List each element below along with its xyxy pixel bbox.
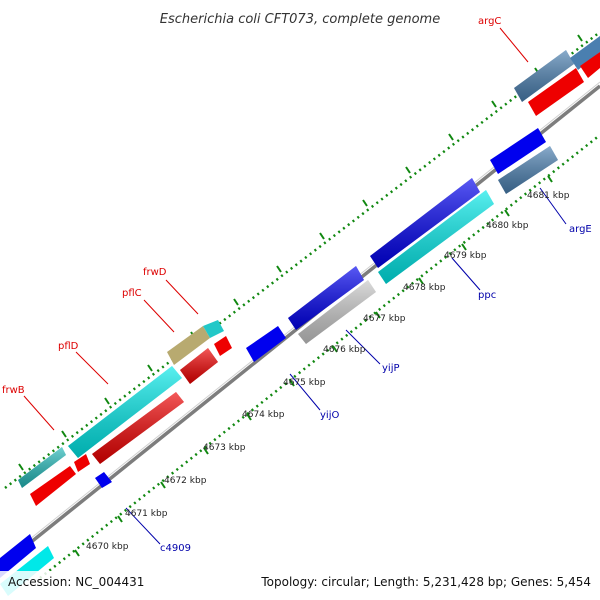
gene-label-argE[interactable]: argE (569, 224, 592, 235)
gene-red-1[interactable] (30, 466, 76, 506)
tick-label: 4671 kbp (125, 509, 168, 519)
accession-text: Accession: NC_004431 (8, 575, 144, 589)
gene-red-2[interactable] (74, 454, 90, 472)
gene-label-frwD[interactable]: frwD (143, 267, 167, 278)
gene-argC-red-2[interactable] (580, 52, 600, 78)
gene-frwD-outer[interactable] (203, 320, 224, 338)
leader-lines (23, 27, 567, 545)
gene-label-pflD[interactable]: pflD (58, 341, 79, 352)
tick-label: 4680 kbp (486, 221, 529, 231)
gene-frwB-outer[interactable] (18, 447, 66, 488)
gene-label-pflC[interactable]: pflC (122, 288, 142, 299)
gene-small-blue[interactable] (95, 472, 112, 488)
gene-red-4[interactable] (180, 348, 218, 384)
gene-yijP-gray[interactable] (298, 280, 376, 344)
tick-label: 4681 kbp (527, 191, 570, 201)
tick-label: 4679 kbp (444, 251, 487, 261)
gene-ppc-cyan[interactable] (378, 190, 494, 284)
outer-ticks (18, 34, 583, 471)
outer-dotted-track (4, 31, 600, 489)
tick-label: 4676 kbp (323, 345, 366, 355)
footer-background (0, 571, 600, 600)
gene-argE-blue[interactable] (490, 128, 546, 174)
tick-label: 4672 kbp (164, 476, 207, 486)
gene-yijP-blue[interactable] (288, 266, 364, 330)
gene-label-argC[interactable]: argC (478, 16, 501, 27)
tick-label: 4675 kbp (283, 378, 326, 388)
gene-argC-steel[interactable] (514, 50, 574, 102)
gene-yijO-blue[interactable] (246, 326, 286, 362)
tick-label: 4677 kbp (363, 314, 406, 324)
gene-pflD-outer[interactable] (68, 366, 182, 458)
gene-red-3[interactable] (92, 392, 184, 464)
gene-label-yijO[interactable]: yijO (320, 410, 339, 421)
gene-label-yijP[interactable]: yijP (382, 363, 400, 374)
gene-label-frwB[interactable]: frwB (2, 385, 25, 396)
gene-label-c4909[interactable]: c4909 (160, 543, 191, 554)
gene-argC-steel-2[interactable] (570, 36, 600, 70)
map-title: Escherichia coli CFT073, complete genome (160, 12, 440, 27)
gene-red-5[interactable] (214, 336, 232, 356)
gene-blue-left[interactable] (0, 534, 36, 578)
gene-ppc-blue[interactable] (370, 178, 480, 268)
tick-label: 4678 kbp (403, 283, 446, 293)
inner-ticks (74, 175, 553, 557)
tick-label: 4670 kbp (86, 542, 129, 552)
tick-label: 4674 kbp (242, 410, 285, 420)
gene-argC-red[interactable] (528, 68, 584, 116)
tick-label: 4673 kbp (203, 443, 246, 453)
gene-argE-steel[interactable] (498, 146, 558, 194)
inner-dotted-track (39, 134, 600, 579)
topology-summary-text: Topology: circular; Length: 5,231,428 bp… (260, 575, 591, 589)
gene-pflC-outer[interactable] (167, 326, 210, 365)
gene-label-ppc[interactable]: ppc (478, 290, 496, 301)
